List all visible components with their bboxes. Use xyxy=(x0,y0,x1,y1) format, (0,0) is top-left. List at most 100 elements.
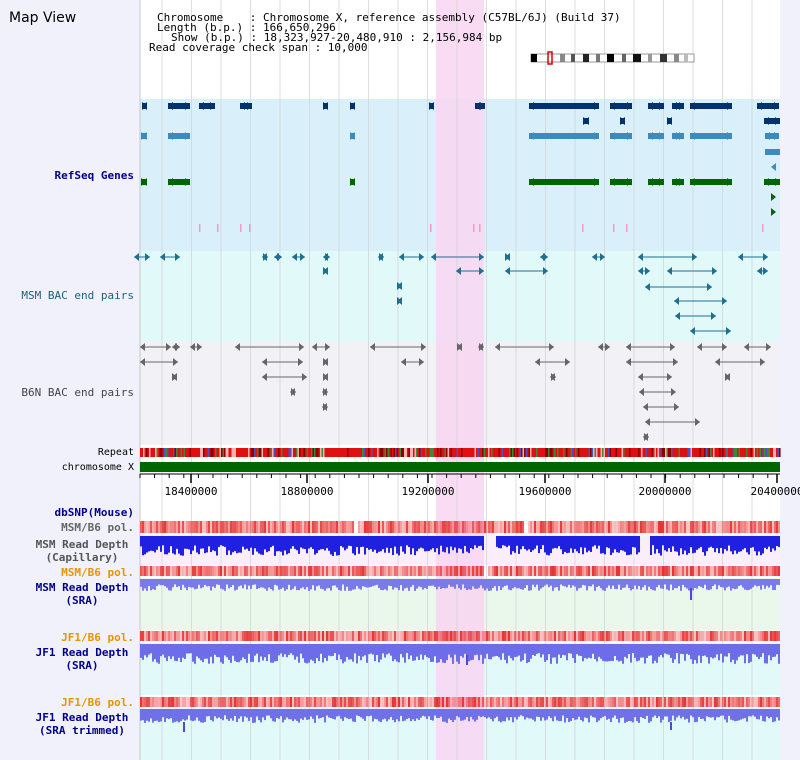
polymorphism-cell xyxy=(768,566,770,576)
polymorphism-cell xyxy=(606,566,608,576)
chromosome-ideogram[interactable] xyxy=(0,0,800,70)
gene-block xyxy=(757,103,779,109)
repeat-segment xyxy=(716,448,718,457)
read-depth-bar xyxy=(684,709,686,720)
bac-end xyxy=(722,297,727,305)
repeat-segment xyxy=(329,448,331,457)
gene-marker xyxy=(199,224,201,232)
read-depth-bar xyxy=(510,579,512,591)
read-depth-bar xyxy=(440,579,442,589)
polymorphism-cell xyxy=(672,697,674,707)
read-depth-bar xyxy=(390,579,392,587)
polymorphism-cell xyxy=(542,631,544,641)
label-jf1-read-depth-sra[interactable]: JF1 Read Depth (SRA) xyxy=(35,646,129,672)
polymorphism-cell xyxy=(286,521,288,533)
polymorphism-cell xyxy=(430,697,432,707)
polymorphism-cell xyxy=(522,521,524,533)
repeat-segment xyxy=(444,448,447,457)
label-msm-read-depth-sra[interactable]: MSM Read Depth (SRA) xyxy=(35,581,129,607)
read-depth-bar xyxy=(398,644,400,663)
read-depth-bar xyxy=(244,536,246,550)
repeat-segment xyxy=(270,448,273,457)
read-depth-bar xyxy=(580,644,582,656)
polymorphism-cell xyxy=(522,566,524,576)
label-refseq-genes[interactable]: RefSeq Genes xyxy=(54,169,134,182)
read-depth-bar xyxy=(594,536,596,546)
read-depth-bar xyxy=(182,579,184,585)
read-depth-bar xyxy=(260,579,262,588)
read-depth-bar xyxy=(596,709,598,723)
read-depth-bar xyxy=(322,536,324,550)
repeat-segment xyxy=(353,448,355,457)
repeat-segment xyxy=(569,448,571,457)
label-msm-read-depth-capillary[interactable]: MSM Read Depth (Capillary) xyxy=(35,538,129,564)
repeat-segment xyxy=(225,448,228,457)
read-depth-bar xyxy=(546,709,548,720)
bac-end xyxy=(370,343,375,351)
repeat-segment xyxy=(233,448,235,457)
polymorphism-cell xyxy=(470,697,472,707)
repeat-segment xyxy=(141,448,144,457)
read-depth-bar xyxy=(632,536,634,548)
repeat-segment xyxy=(614,448,616,457)
bac-end xyxy=(175,253,180,261)
read-depth-bar xyxy=(672,644,674,663)
polymorphism-cell xyxy=(244,521,246,533)
polymorphism-cell xyxy=(442,631,444,641)
polymorphism-cell xyxy=(742,631,744,641)
read-depth-bar xyxy=(312,536,314,550)
polymorphism-cell xyxy=(290,521,292,533)
label-dbsnp[interactable]: dbSNP(Mouse) xyxy=(54,506,134,519)
polymorphism-cell xyxy=(734,521,736,533)
gene-block xyxy=(168,133,190,139)
polymorphism-cell xyxy=(740,566,742,576)
label-msm-b6-pol-1[interactable]: MSM/B6 pol. xyxy=(61,521,134,534)
label-msm-b6-pol-2[interactable]: MSM/B6 pol. xyxy=(61,566,134,579)
polymorphism-cell xyxy=(662,631,664,641)
read-depth-bar xyxy=(680,536,682,549)
read-depth-bar xyxy=(400,579,402,586)
repeat-segment xyxy=(509,448,511,457)
polymorphism-cell xyxy=(210,697,212,707)
polymorphism-cell xyxy=(752,566,754,576)
read-depth-bar xyxy=(652,709,654,718)
bac-end xyxy=(535,358,540,366)
read-depth-bar xyxy=(614,644,616,656)
label-jf1-b6-pol-2[interactable]: JF1/B6 pol. xyxy=(61,696,134,709)
read-depth-bar xyxy=(238,579,240,587)
read-depth-bar xyxy=(518,536,520,554)
polymorphism-cell xyxy=(194,521,196,533)
polymorphism-cell xyxy=(730,566,732,576)
read-depth-bar xyxy=(616,644,618,661)
repeat-segment xyxy=(405,448,408,457)
polymorphism-cell xyxy=(150,631,152,641)
read-depth-bar xyxy=(272,536,274,546)
read-depth-bar xyxy=(154,709,156,722)
read-depth-bar xyxy=(346,579,348,587)
repeat-segment xyxy=(488,448,490,457)
label-jf1-read-depth-trimmed[interactable]: JF1 Read Depth (SRA trimmed) xyxy=(35,711,129,737)
repeat-segment xyxy=(402,448,405,457)
polymorphism-cell xyxy=(348,631,350,641)
polymorphism-cell xyxy=(212,521,214,533)
polymorphism-cell xyxy=(416,697,418,707)
read-depth-bar xyxy=(304,536,306,550)
label-repeat[interactable]: Repeat xyxy=(97,447,134,458)
repeat-segment xyxy=(657,448,660,457)
polymorphism-cell xyxy=(516,697,518,707)
bac-end xyxy=(644,433,649,441)
polymorphism-cell xyxy=(542,566,544,576)
polymorphism-cell xyxy=(480,631,482,641)
read-depth-bar xyxy=(444,709,446,722)
label-b6n-bac-end-pairs[interactable]: B6N BAC end pairs xyxy=(21,386,134,399)
label-msm-bac-end-pairs[interactable]: MSM BAC end pairs xyxy=(21,289,134,302)
read-depth-bar xyxy=(638,536,640,553)
read-depth-bar xyxy=(466,709,468,718)
read-depth-bar xyxy=(536,709,538,717)
read-depth-bar xyxy=(460,536,462,549)
polymorphism-cell xyxy=(714,631,716,641)
polymorphism-cell xyxy=(482,521,484,533)
read-depth-bar xyxy=(268,709,270,716)
label-jf1-b6-pol-1[interactable]: JF1/B6 pol. xyxy=(61,631,134,644)
